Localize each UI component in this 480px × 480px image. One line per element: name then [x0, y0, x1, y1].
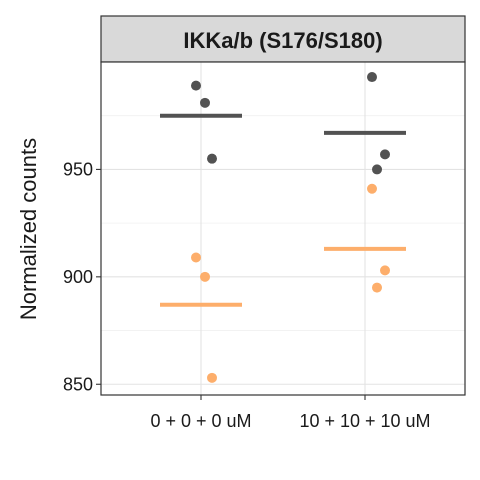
data-point [207, 153, 217, 164]
y-tick-label: 950 [63, 159, 93, 179]
plot-panel [101, 62, 465, 395]
data-point [367, 183, 377, 194]
data-point [372, 164, 382, 175]
data-point [380, 265, 390, 276]
data-point [200, 97, 210, 108]
data-marks [160, 72, 406, 383]
plot-border [100, 61, 466, 396]
data-point [372, 282, 382, 293]
data-point [191, 252, 201, 263]
y-axis-title: Normalized counts [16, 138, 41, 320]
x-tick-label: 0 + 0 + 0 uM [150, 411, 251, 431]
chart-title: IKKa/b (S176/S180) [183, 28, 382, 53]
strip-background [100, 15, 466, 63]
x-tick-label: 10 + 10 + 10 uM [299, 411, 430, 431]
data-point [367, 72, 377, 83]
data-point [380, 149, 390, 160]
data-point [200, 271, 210, 282]
y-tick-label: 850 [63, 374, 93, 394]
data-point [207, 372, 217, 383]
y-tick-label: 900 [63, 267, 93, 287]
data-point [191, 80, 201, 91]
axes: 850 900 950 0 + 0 + 0 uM 10 + 10 + 10 uM [63, 159, 431, 431]
